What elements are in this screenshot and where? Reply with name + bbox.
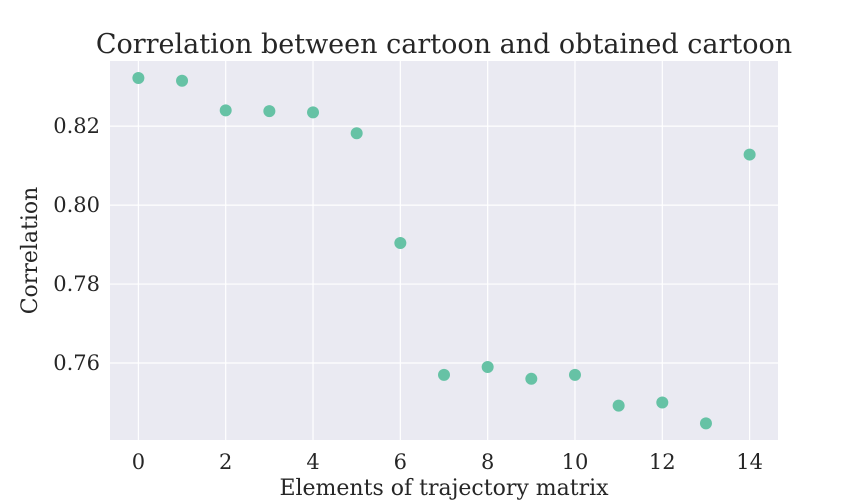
x-tick-labels: 0 2 4 6 8 10 12 14 [132,450,763,474]
y-tick-label: 0.78 [53,272,100,296]
x-tick-label: 6 [394,450,407,474]
y-tick-label: 0.82 [53,114,100,138]
data-point [219,104,232,117]
data-point [263,105,276,118]
data-point [132,71,145,84]
chart-title: Correlation between cartoon and obtained… [96,29,792,60]
y-tick-label: 0.80 [53,193,100,217]
x-tick-label: 8 [481,450,494,474]
data-point [612,399,625,412]
x-axis-label: Elements of trajectory matrix [279,476,609,501]
x-tick-label: 12 [649,450,676,474]
x-tick-label: 14 [736,450,763,474]
data-point [699,417,712,430]
x-tick-label: 2 [219,450,232,474]
x-tick-label: 0 [132,450,145,474]
y-tick-labels: 0.76 0.78 0.80 0.82 [53,114,100,375]
data-point [568,368,581,381]
x-tick-label: 10 [562,450,589,474]
data-point [350,127,363,140]
y-axis-label: Correlation [18,187,43,315]
x-tick-label: 4 [306,450,319,474]
data-point [481,360,494,373]
data-point [394,236,407,249]
data-point [743,148,756,161]
data-point [307,106,320,119]
y-tick-label: 0.76 [53,351,100,375]
plot-area [110,61,778,440]
grid-lines [110,61,778,440]
data-point [525,372,538,385]
data-point [438,368,450,381]
data-point [176,74,189,87]
data-point [656,396,669,409]
data-points [132,71,756,430]
